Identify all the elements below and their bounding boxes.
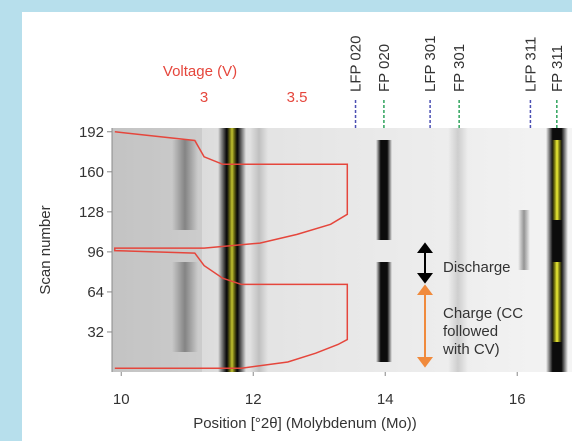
y-tick-label: 64 <box>87 284 104 301</box>
x-tick-label: 10 <box>113 391 130 408</box>
x-tick-label: 14 <box>377 391 394 408</box>
discharge-arrow <box>417 242 433 284</box>
x2-tick-label: 3.5 <box>287 89 308 106</box>
y-tick-label: 96 <box>87 244 104 261</box>
charge-label: Charge (CC <box>443 305 523 322</box>
x-tick-label: 16 <box>509 391 526 408</box>
charge-label: with CV) <box>442 341 500 358</box>
reflection-label: LFP 311 <box>522 37 539 92</box>
x-axis-label: Position [°2θ] (Molybdenum (Mo)) <box>193 415 417 432</box>
discharge-label: Discharge <box>443 259 511 276</box>
reflection-label: FP 311 <box>549 45 566 92</box>
reflection-label: FP 301 <box>451 44 468 92</box>
x-tick-label: 12 <box>245 391 262 408</box>
charge-label: followed <box>443 323 498 340</box>
heatmap <box>112 128 572 372</box>
y-axis-label: Scan number <box>37 205 54 294</box>
reflection-label: LFP 301 <box>422 36 439 92</box>
reflection-label: LFP 020 <box>348 36 365 92</box>
y-tick-label: 160 <box>79 164 104 181</box>
voltage-axis-label: Voltage (V) <box>163 63 237 80</box>
y-tick-label: 192 <box>79 124 104 141</box>
voltage-curve <box>114 131 349 369</box>
y-tick-label: 32 <box>87 324 104 341</box>
charge-arrow <box>417 284 433 368</box>
x2-tick-label: 3 <box>200 89 208 106</box>
reflection-label: FP 020 <box>376 44 393 92</box>
y-tick-label: 128 <box>79 204 104 221</box>
